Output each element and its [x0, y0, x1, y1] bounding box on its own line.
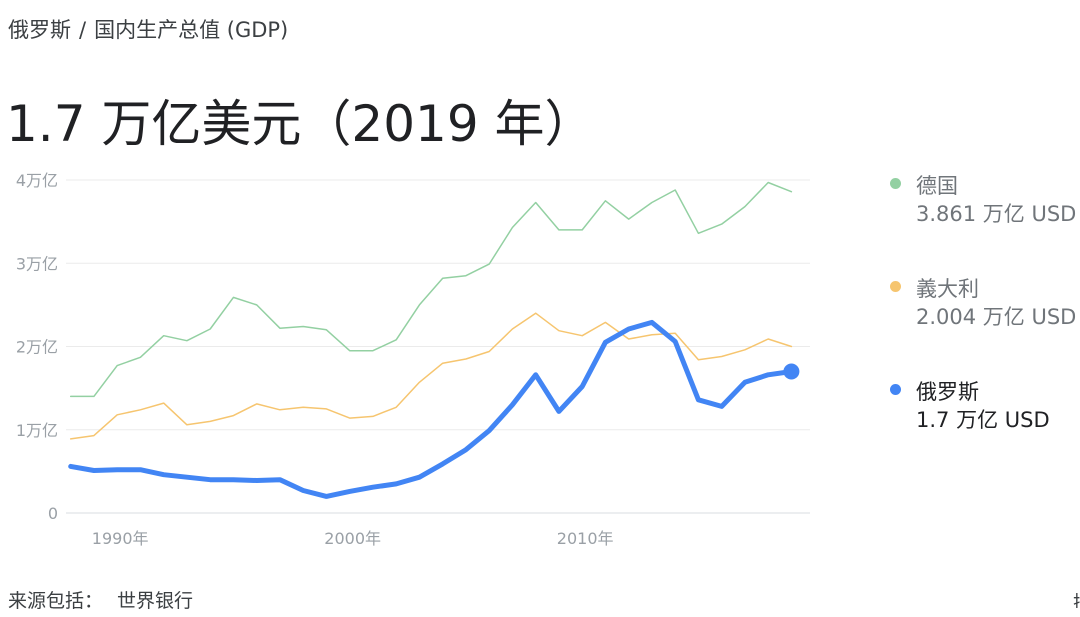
x-tick-label: 2010年 [557, 529, 614, 548]
breadcrumb: 俄罗斯 / 国内生产总值 (GDP) [8, 14, 288, 44]
breadcrumb-separator: / [79, 18, 87, 42]
breadcrumb-indicator[interactable]: 国内生产总值 (GDP) [94, 18, 289, 42]
source-label: 来源包括： [8, 590, 104, 612]
legend-item-italy[interactable]: 義大利 2.004 万亿 USD [890, 273, 1080, 376]
legend-name: 義大利 [916, 277, 979, 301]
gdp-line-chart: 0 1万亿 2万亿 3万亿 4万亿 1990年 2000年 2010年 [16, 171, 810, 548]
legend-value: 2.004 万亿 USD [916, 305, 1077, 329]
chart-legend: 德国 3.861 万亿 USD 義大利 2.004 万亿 USD 俄罗斯 1.7… [890, 170, 1080, 479]
legend-dot-icon [890, 178, 901, 189]
source-link[interactable]: 世界银行 [117, 590, 194, 612]
series-line-義大利 [69, 312, 793, 440]
headline-value: 1.7 万亿美元（2019 年） [6, 95, 595, 153]
y-tick-label: 4万亿 [16, 171, 58, 190]
legend-name: 俄罗斯 [916, 380, 979, 404]
source-line: 来源包括： 世界银行 [8, 586, 193, 613]
legend-item-russia[interactable]: 俄罗斯 1.7 万亿 USD [890, 376, 1080, 479]
y-tick-label: 1万亿 [16, 421, 58, 440]
y-tick-label: 0 [48, 504, 58, 523]
y-tick-label: 2万亿 [16, 338, 58, 357]
legend-value: 1.7 万亿 USD [916, 408, 1050, 432]
breadcrumb-country[interactable]: 俄罗斯 [8, 18, 71, 42]
legend-name: 德国 [916, 174, 958, 198]
legend-item-germany[interactable]: 德国 3.861 万亿 USD [890, 170, 1080, 273]
series-line-俄罗斯 [68, 319, 794, 499]
series-line-德国 [69, 181, 793, 398]
legend-dot-icon [890, 281, 901, 292]
edge-cutoff-text[interactable]: 搜 [1073, 588, 1080, 608]
x-tick-label: 1990年 [92, 529, 149, 548]
series-end-marker [783, 363, 800, 380]
x-tick-label: 2000年 [324, 529, 381, 548]
y-tick-label: 3万亿 [16, 254, 58, 273]
legend-dot-icon [890, 384, 901, 395]
legend-value: 3.861 万亿 USD [916, 202, 1077, 226]
